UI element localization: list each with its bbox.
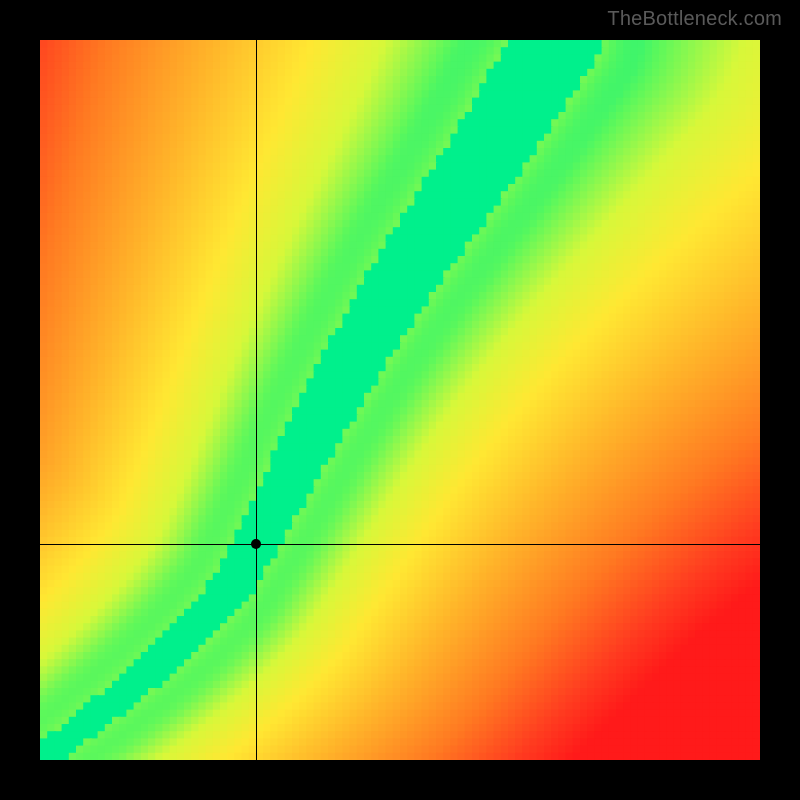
watermark-text: TheBottleneck.com: [607, 8, 782, 31]
heatmap-canvas: [40, 40, 760, 760]
bottleneck-heatmap: [40, 40, 760, 760]
image-root: TheBottleneck.com: [0, 0, 800, 800]
